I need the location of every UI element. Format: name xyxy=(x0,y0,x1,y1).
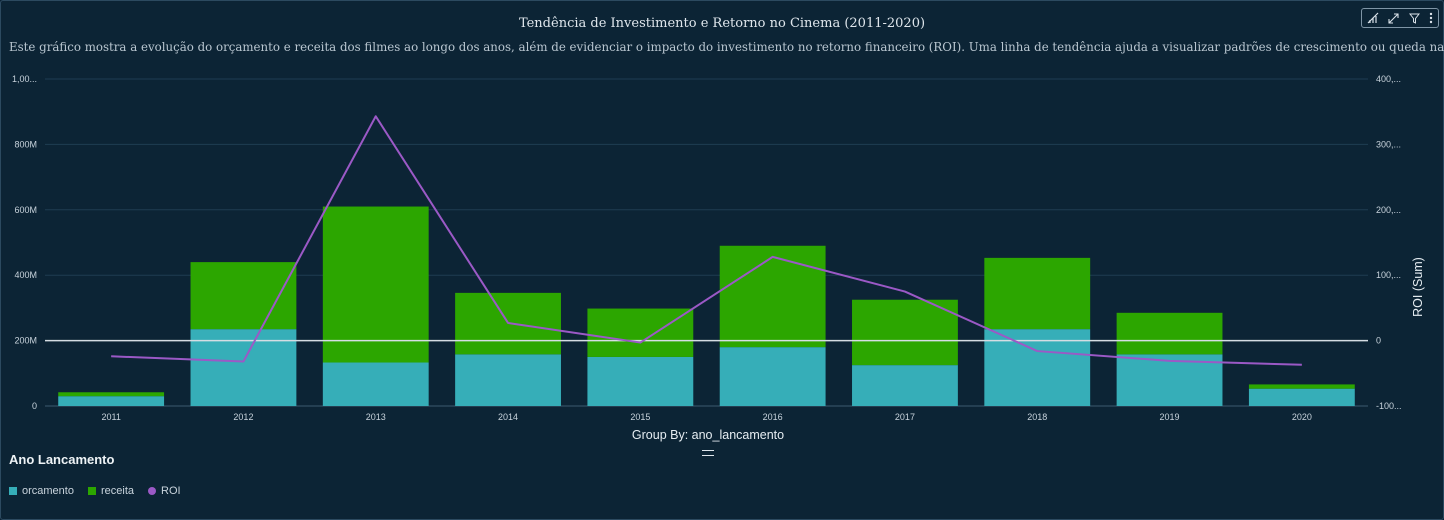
x-axis-title: Group By: ano_lancamento xyxy=(632,428,784,442)
legend-swatch-roi xyxy=(148,487,157,495)
right-y-tick-label: 200,... xyxy=(1376,205,1401,215)
bar-receita-2016[interactable] xyxy=(719,245,826,348)
left-y-tick-label: 800M xyxy=(14,139,37,149)
combo-chart: 0 -100... 200M 0 400M 100,... 600M 200,... 800M 3… xyxy=(12,74,1425,442)
bar-orcamento-2013[interactable] xyxy=(322,362,429,406)
bar-receita-2020[interactable] xyxy=(1248,384,1355,389)
roi-line[interactable] xyxy=(111,115,1302,366)
bar-orcamento-2015[interactable] xyxy=(587,356,694,406)
axis-ticks: 0 -100... 200M 0 400M 100,... 600M 200,... 800M 3… xyxy=(12,74,1402,422)
right-y-tick-label: -100... xyxy=(1376,401,1402,411)
bar-receita-2019[interactable] xyxy=(1116,312,1223,355)
chart-title: Tendência de Investimento e Retorno no C… xyxy=(518,16,926,31)
right-y-tick-label: 100,... xyxy=(1376,270,1401,280)
legend-label-receita: receita xyxy=(100,485,135,497)
left-y-tick-label: 1,00... xyxy=(12,74,37,84)
legend-item-orcamento[interactable]: orcamento xyxy=(9,485,74,497)
bar-orcamento-2016[interactable] xyxy=(719,347,826,406)
chart-type-icon[interactable] xyxy=(1367,12,1379,24)
legend-swatch-receita xyxy=(87,487,96,495)
bar-series xyxy=(58,206,1355,406)
x-tick-label: 2019 xyxy=(1160,412,1180,422)
bar-orcamento-2017[interactable] xyxy=(852,365,958,406)
bar-orcamento-2011[interactable] xyxy=(58,396,165,406)
bar-receita-2013[interactable] xyxy=(322,206,429,363)
right-y-tick-label: 300,... xyxy=(1376,139,1401,149)
filter-icon[interactable] xyxy=(1408,13,1420,24)
legend-label-roi: ROI xyxy=(161,485,181,497)
left-y-tick-label: 0 xyxy=(32,401,37,411)
more-options-icon[interactable] xyxy=(1429,12,1433,24)
legend-item-receita[interactable]: receita xyxy=(87,485,135,497)
left-y-tick-label: 400M xyxy=(14,270,37,280)
bar-orcamento-2018[interactable] xyxy=(984,329,1091,406)
legend: orcamento receita ROI xyxy=(9,485,181,497)
right-y-tick-label: 0 xyxy=(1376,336,1381,346)
bar-receita-2012[interactable] xyxy=(190,262,297,330)
bar-orcamento-2020[interactable] xyxy=(1248,388,1355,406)
x-tick-label: 2016 xyxy=(763,412,783,422)
chart-description: Este gráfico mostra a evolução do orçame… xyxy=(9,40,1444,54)
bar-orcamento-2019[interactable] xyxy=(1116,354,1223,406)
x-tick-label: 2014 xyxy=(498,412,518,422)
x-tick-label: 2012 xyxy=(233,412,253,422)
legend-title: Ano Lancamento xyxy=(9,452,115,467)
right-y-tick-label: 400,... xyxy=(1376,74,1401,84)
resize-handle[interactable] xyxy=(702,450,714,456)
bar-receita-2018[interactable] xyxy=(984,257,1091,330)
x-tick-label: 2011 xyxy=(101,412,120,422)
x-tick-label: 2017 xyxy=(895,412,915,422)
legend-label-orcamento: orcamento xyxy=(22,485,74,497)
bar-receita-2017[interactable] xyxy=(852,299,958,366)
chart-toolbar xyxy=(1361,8,1439,28)
expand-icon[interactable] xyxy=(1388,12,1399,24)
bar-orcamento-2012[interactable] xyxy=(190,329,297,406)
x-tick-label: 2015 xyxy=(630,412,650,422)
legend-item-roi[interactable]: ROI xyxy=(148,485,181,497)
right-y-axis-title: ROI (Sum) xyxy=(1411,257,1425,317)
x-tick-label: 2020 xyxy=(1292,412,1312,422)
bar-receita-2011[interactable] xyxy=(58,392,165,397)
left-y-tick-label: 200M xyxy=(14,336,37,346)
legend-swatch-orcamento xyxy=(9,487,17,495)
left-y-tick-label: 600M xyxy=(14,205,37,215)
x-tick-label: 2013 xyxy=(366,412,386,422)
x-tick-label: 2018 xyxy=(1027,412,1047,422)
bar-receita-2015[interactable] xyxy=(587,308,694,357)
bar-orcamento-2014[interactable] xyxy=(455,354,561,406)
roi-line-series xyxy=(45,115,1368,366)
